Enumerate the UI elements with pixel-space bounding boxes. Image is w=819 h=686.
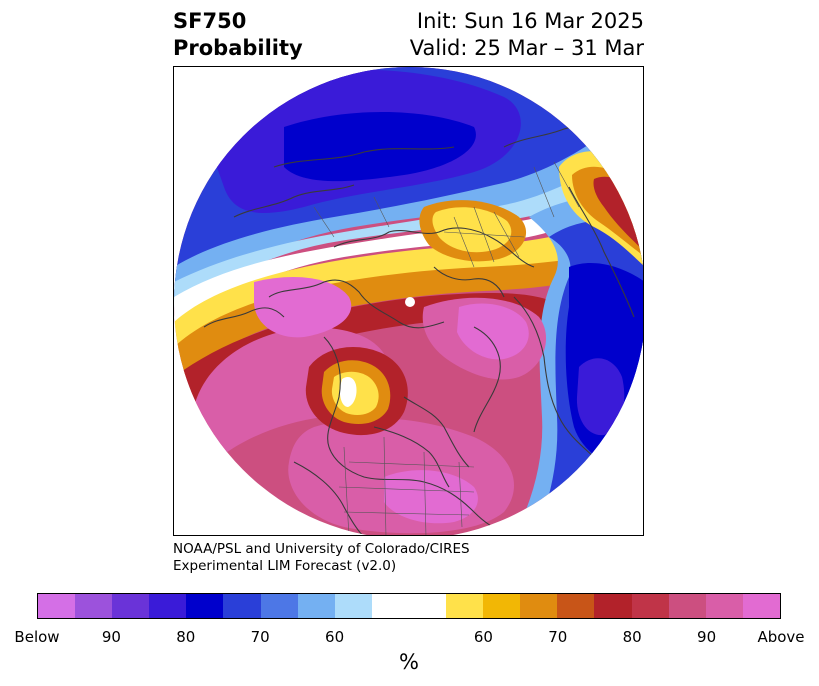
region-deepblue-core	[284, 112, 476, 182]
colorbar-tick-label: 70	[250, 628, 270, 646]
forecast-dates: Init: Sun 16 Mar 2025 Valid: 25 Mar – 31…	[410, 8, 644, 62]
colorbar-swatch	[371, 594, 409, 618]
region-orange-band	[174, 257, 594, 387]
colorbar-swatch	[520, 594, 558, 618]
colorbar-swatch	[334, 594, 372, 618]
political-borders	[313, 161, 580, 535]
credit-line-1: NOAA/PSL and University of Colorado/CIRE…	[173, 541, 470, 557]
region-south-orchid	[384, 470, 478, 524]
colorbar-tick-label: Above	[757, 628, 805, 646]
credit-text: NOAA/PSL and University of Colorado/CIRE…	[173, 541, 470, 575]
colorbar-tick-label: Below	[14, 628, 60, 646]
colorbar-tick-label: 90	[101, 628, 121, 646]
colorbar-swatch	[149, 594, 187, 618]
colorbar-swatch	[483, 594, 521, 618]
colorbar-swatch	[742, 594, 780, 618]
init-date: Init: Sun 16 Mar 2025	[416, 9, 644, 33]
colorbar-tick-label: 70	[548, 628, 568, 646]
north-pole-marker	[405, 297, 415, 307]
colorbar-tick-label: 80	[622, 628, 642, 646]
valid-period: Valid: 25 Mar – 31 Mar	[409, 36, 644, 60]
colorbar-tick-label: 90	[697, 628, 717, 646]
colorbar-swatch	[75, 594, 113, 618]
colorbar-swatch	[112, 594, 150, 618]
colorbar-tick-label: 80	[176, 628, 196, 646]
colorbar-swatch	[260, 594, 298, 618]
colorbar-swatch	[408, 594, 447, 618]
colorbar-tick-label: 60	[473, 628, 493, 646]
colorbar-swatch	[297, 594, 335, 618]
colorbar-swatch	[446, 594, 484, 618]
colorbar-tick-label: 60	[325, 628, 345, 646]
colorbar-swatch	[594, 594, 632, 618]
region-central-white	[339, 377, 357, 407]
map-canvas	[174, 67, 643, 535]
region-pale-blue-band	[174, 142, 643, 307]
coastlines	[203, 125, 640, 535]
title-variable: SF750	[173, 9, 247, 33]
colorbar-swatch	[186, 594, 224, 618]
colorbar-swatch	[223, 594, 261, 618]
colorbar-swatch	[668, 594, 706, 618]
region-light-blue-band	[174, 117, 643, 307]
colorbar	[37, 593, 781, 619]
colorbar-unit: %	[399, 650, 419, 674]
colorbar-swatch	[705, 594, 743, 618]
title-quantity: Probability	[173, 36, 303, 60]
colorbar-swatch	[631, 594, 669, 618]
region-center-orchid	[457, 303, 529, 360]
colorbar-swatch	[38, 594, 76, 618]
region-yellow-band	[174, 227, 614, 357]
map-title: SF750 Probability	[173, 8, 303, 62]
polar-map	[173, 66, 644, 536]
probability-field	[174, 67, 643, 535]
region-east-violet-core	[576, 358, 625, 436]
colorbar-swatch	[557, 594, 595, 618]
credit-line-2: Experimental LIM Forecast (v2.0)	[173, 558, 397, 574]
